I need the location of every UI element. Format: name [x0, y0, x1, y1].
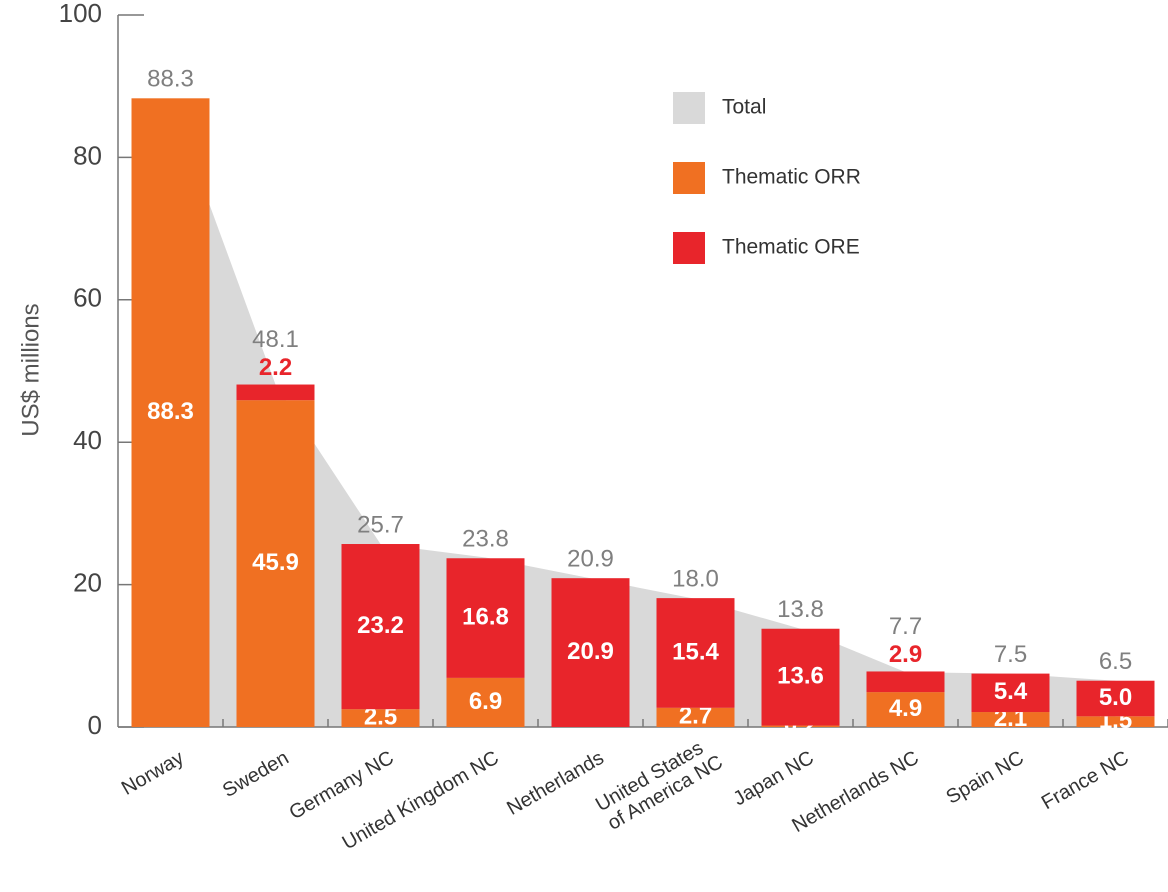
x-tick-label: France NC	[1038, 747, 1133, 814]
legend-swatch	[673, 162, 705, 194]
data-label: 2.2	[259, 354, 292, 381]
data-label: 20.9	[567, 638, 614, 665]
total-label: 7.7	[889, 613, 922, 640]
bar-segment	[236, 384, 315, 401]
legend-label: Total	[722, 96, 766, 119]
bar-segment	[446, 558, 525, 678]
legend-label: Thematic ORE	[722, 236, 860, 259]
legend-label: Thematic ORR	[722, 166, 861, 189]
bar-segment	[761, 725, 840, 727]
data-label: 5.0	[1099, 684, 1132, 711]
bar-segment	[971, 712, 1050, 727]
total-label: 48.1	[252, 326, 299, 353]
bar-segment	[1076, 716, 1155, 727]
y-tick-label: 20	[73, 567, 102, 597]
bar-segment	[866, 671, 945, 693]
y-tick-label: 60	[73, 283, 102, 313]
legend-swatch	[673, 232, 705, 264]
bar-segment	[866, 692, 945, 727]
bar-segment	[656, 598, 735, 708]
bar-segment	[656, 707, 735, 727]
data-label: 16.8	[462, 603, 509, 630]
data-label: 23.2	[357, 612, 404, 639]
bar-segment	[971, 673, 1050, 713]
total-label: 88.3	[147, 66, 194, 93]
bar-segment	[341, 544, 420, 710]
y-axis-label: US$ millions	[17, 303, 44, 436]
total-label: 20.9	[567, 546, 614, 573]
legend-swatch	[673, 92, 705, 124]
bar-segment	[446, 677, 525, 727]
total-label: 6.5	[1099, 648, 1132, 675]
data-label: 6.9	[469, 688, 502, 715]
data-label: 88.3	[147, 398, 194, 425]
data-label: 13.6	[777, 663, 824, 690]
bar-segment	[236, 400, 315, 727]
data-label: 45.9	[252, 549, 299, 576]
y-tick-label: 40	[73, 425, 102, 455]
bar-segment	[1076, 680, 1155, 717]
data-label: 4.9	[889, 695, 922, 722]
total-label: 7.5	[994, 641, 1027, 668]
bar-segment	[761, 628, 840, 726]
y-tick-label: 100	[59, 0, 102, 28]
x-tick-label: Sweden	[219, 747, 293, 802]
total-label: 25.7	[357, 511, 404, 538]
bar-segment	[131, 98, 210, 727]
y-tick-label: 0	[88, 710, 102, 740]
data-label: 5.4	[994, 678, 1028, 705]
x-tick-label: Japan NC	[730, 747, 818, 811]
bar-segment	[551, 578, 630, 727]
total-label: 13.8	[777, 596, 824, 623]
x-tick-label: Norway	[118, 747, 188, 800]
data-label: 2.9	[889, 641, 922, 668]
x-tick-label: Netherlands	[503, 747, 607, 820]
data-label: 15.4	[672, 638, 719, 665]
x-tick-label: Spain NC	[943, 747, 1028, 809]
y-tick-label: 80	[73, 140, 102, 170]
total-label: 23.8	[462, 526, 509, 553]
x-tick-label: United Statesof America NC	[592, 732, 727, 835]
total-label: 18.0	[672, 565, 719, 592]
bar-segment	[341, 709, 420, 727]
